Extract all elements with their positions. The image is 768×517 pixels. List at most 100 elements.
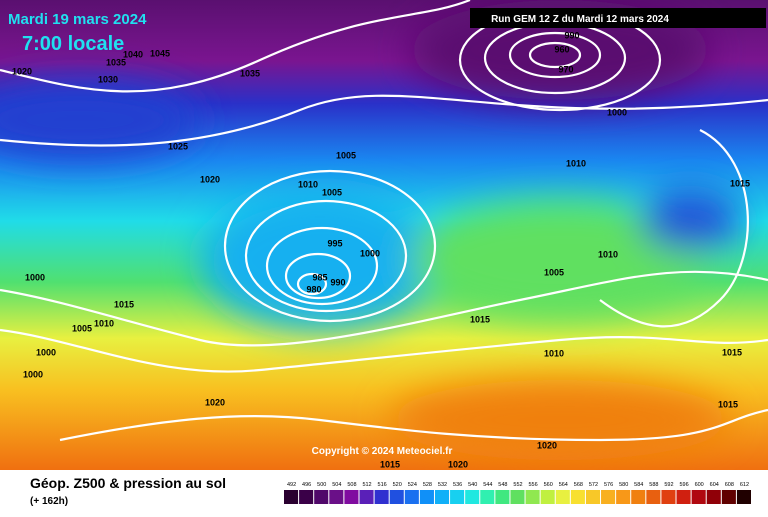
- scale-swatch: [389, 490, 404, 504]
- scale-label: 508: [347, 482, 356, 488]
- isobar-label: 1035: [240, 68, 260, 78]
- isobar-label: 1015: [380, 459, 400, 469]
- isobar-label: 1020: [200, 174, 220, 184]
- isobar-label: 1025: [168, 141, 188, 151]
- run-box: [470, 8, 766, 28]
- forecast-lead: (+ 162h): [30, 496, 68, 507]
- scale-swatch: [359, 490, 374, 504]
- scale-label: 576: [604, 482, 613, 488]
- scale-swatch: [374, 490, 389, 504]
- scale-swatch: [676, 490, 691, 504]
- isobar-label: 1020: [12, 66, 32, 76]
- scale-swatch: [601, 490, 616, 504]
- isobar-label: 1005: [72, 323, 92, 333]
- scale-swatch: [736, 490, 751, 504]
- isobar-label: 990: [564, 30, 579, 40]
- scale-swatch: [646, 490, 661, 504]
- scale-label: 504: [332, 482, 341, 488]
- isobar-label: 1000: [607, 107, 627, 117]
- scale-label: 548: [498, 482, 507, 488]
- scale-swatch: [329, 490, 344, 504]
- scale-swatch: [284, 490, 299, 504]
- isobar-label: 970: [558, 64, 573, 74]
- isobar-label: 1020: [537, 440, 557, 450]
- scale-label: 588: [649, 482, 658, 488]
- isobar-label: 985: [312, 272, 327, 282]
- scale-label: 580: [619, 482, 628, 488]
- isobar-label: 1000: [25, 272, 45, 282]
- isobar-label: 1045: [150, 48, 170, 58]
- scale-swatch: [465, 490, 480, 504]
- copyright: Copyright © 2024 Meteociel.fr: [312, 446, 453, 457]
- scale-swatch: [450, 490, 465, 504]
- scale-label: 572: [589, 482, 598, 488]
- scale-label: 560: [544, 482, 553, 488]
- scale-label: 500: [317, 482, 326, 488]
- isobar-label: 980: [306, 284, 321, 294]
- isobar-label: 1005: [336, 150, 356, 160]
- isobar-label: 1005: [322, 187, 342, 197]
- scale-label: 516: [378, 482, 387, 488]
- scale-swatch: [555, 490, 570, 504]
- scale-label: 552: [513, 482, 522, 488]
- isobar-label: 1010: [598, 249, 618, 259]
- scale-label: 592: [664, 482, 673, 488]
- scale-label: 608: [725, 482, 734, 488]
- scale-swatch: [691, 490, 706, 504]
- isobar-label: 1015: [730, 178, 750, 188]
- isobar-label: 1000: [23, 369, 43, 379]
- scale-swatch: [721, 490, 736, 504]
- isobar-label: 1010: [544, 348, 564, 358]
- isobar-label: 995: [327, 238, 342, 248]
- isobar-label: 1005: [544, 267, 564, 277]
- scale-swatch: [706, 490, 721, 504]
- scale-label: 524: [408, 482, 417, 488]
- isobar-label: 960: [554, 44, 569, 54]
- scale-label: 564: [559, 482, 568, 488]
- scale-label: 604: [710, 482, 719, 488]
- scale-label: 536: [453, 482, 462, 488]
- isobar-label: 1000: [360, 248, 380, 258]
- scale-label: 544: [483, 482, 492, 488]
- scale-swatch: [344, 490, 359, 504]
- scale-label: 512: [362, 482, 371, 488]
- scale-swatch: [495, 490, 510, 504]
- scale-label: 584: [634, 482, 643, 488]
- scale-swatch: [585, 490, 601, 504]
- scale-swatch: [616, 490, 631, 504]
- footer-title: Géop. Z500 & pression au sol: [30, 475, 226, 491]
- isobar-label: 1020: [448, 459, 468, 469]
- scale-label: 496: [302, 482, 311, 488]
- scale-swatch: [525, 490, 540, 504]
- scale-label: 520: [393, 482, 402, 488]
- isobar-label: 1035: [106, 57, 126, 67]
- time-label: 7:00 locale: [22, 33, 124, 55]
- scale-swatch: [570, 490, 585, 504]
- isobar-label: 1015: [722, 347, 742, 357]
- scale-label: 612: [740, 482, 749, 488]
- scale-label: 568: [574, 482, 583, 488]
- scale-label: 556: [529, 482, 538, 488]
- run-label: Run GEM 12 Z du Mardi 12 mars 2024: [491, 14, 669, 25]
- isobar-label: 1040: [123, 49, 143, 59]
- scale-label: 492: [287, 482, 296, 488]
- isobar-label: 1020: [205, 397, 225, 407]
- scale-swatch: [480, 490, 495, 504]
- scale-label: 528: [423, 482, 432, 488]
- date-label: Mardi 19 mars 2024: [8, 11, 147, 28]
- scale-label: 596: [679, 482, 688, 488]
- scale-swatch: [419, 490, 434, 504]
- isobar-label: 1010: [94, 318, 114, 328]
- scale-swatch: [434, 490, 450, 504]
- scale-label: 532: [438, 482, 447, 488]
- isobar-label: 1015: [470, 314, 490, 324]
- isobar-label: 1010: [298, 179, 318, 189]
- isobar-label: 1010: [566, 158, 586, 168]
- scale-swatch: [661, 490, 676, 504]
- scale-swatch: [299, 490, 314, 504]
- isobar-label: 990: [330, 277, 345, 287]
- scale-swatch: [314, 490, 329, 504]
- scale-label: 540: [468, 482, 477, 488]
- isobar-label: 1015: [114, 299, 134, 309]
